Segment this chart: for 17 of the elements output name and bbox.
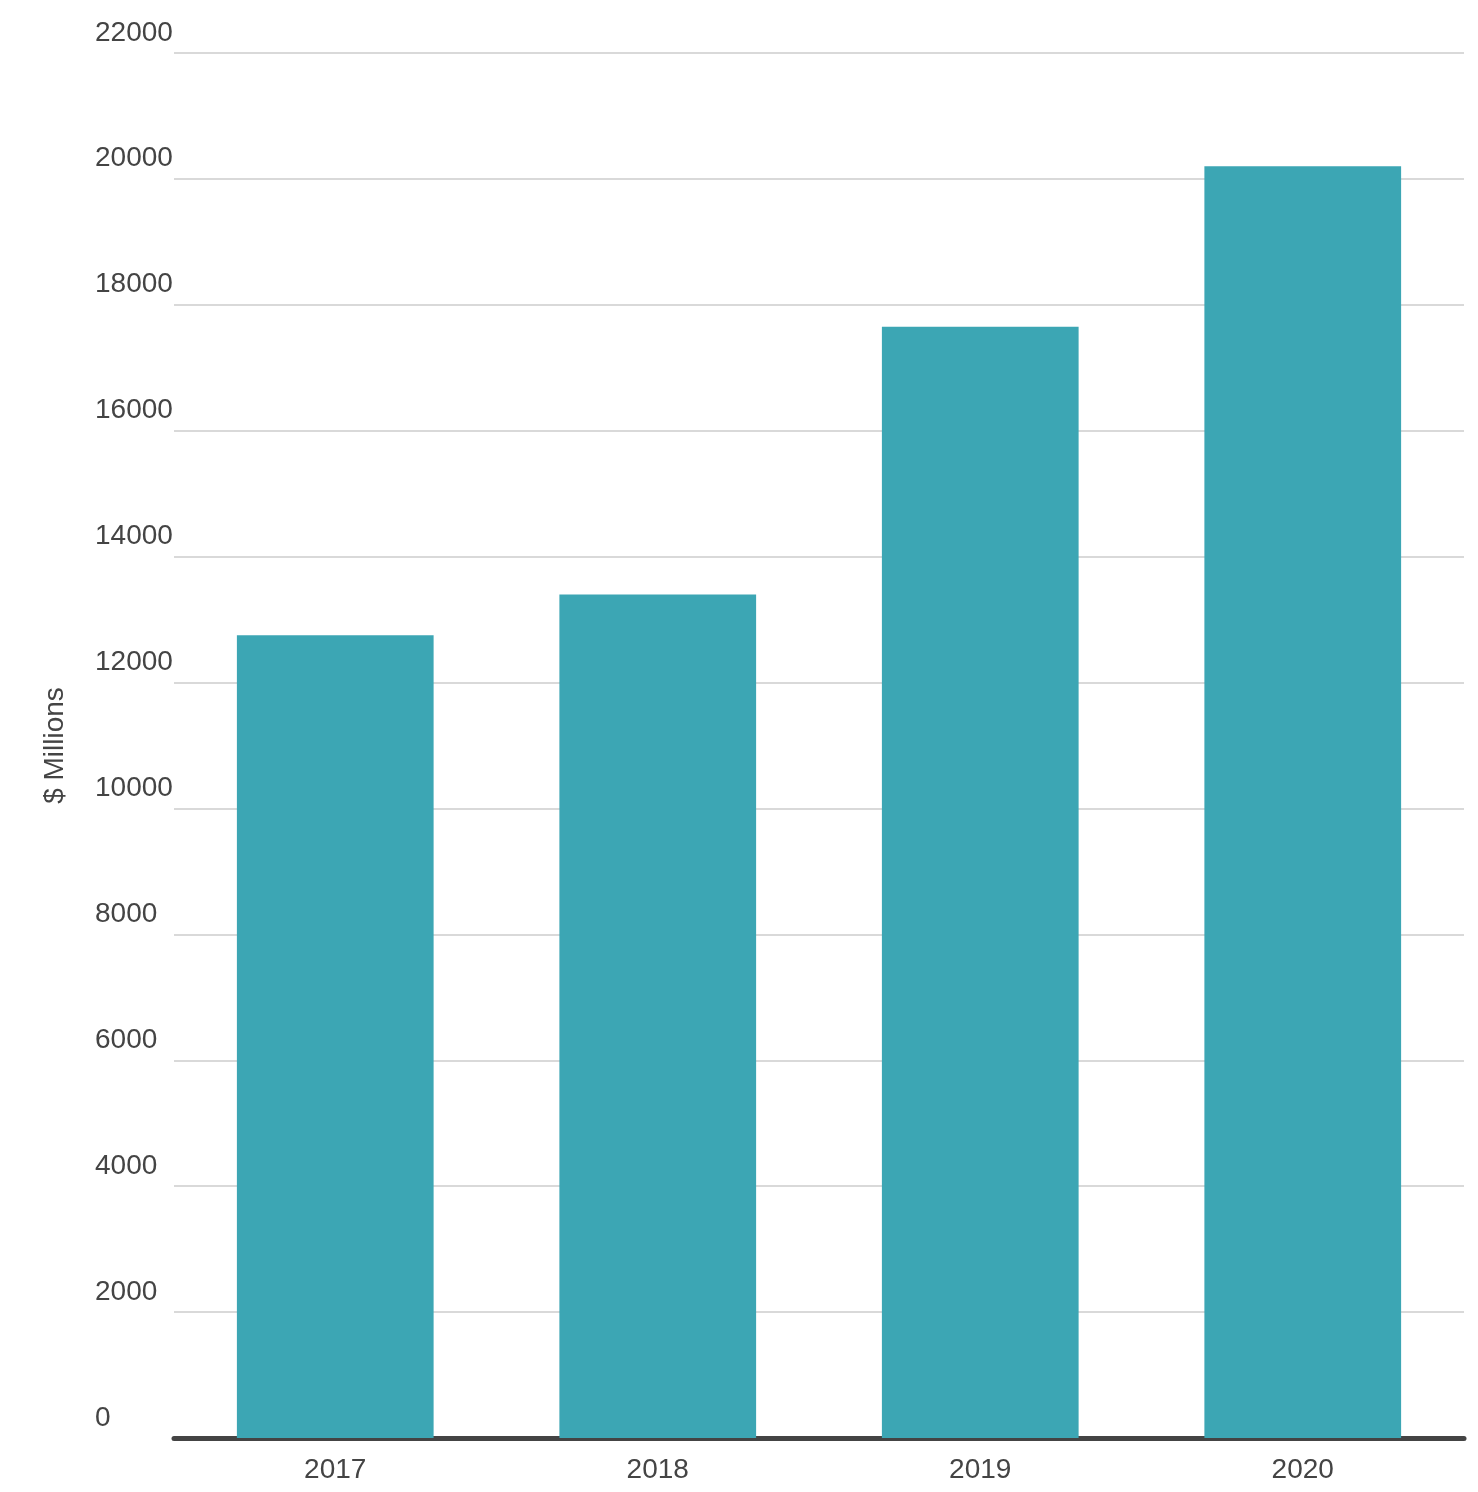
y-tick-label: 8000 <box>95 896 158 928</box>
x-tick-label: 2018 <box>626 1452 689 1484</box>
y-tick-label: 22000 <box>95 15 173 47</box>
x-tick-label: 2017 <box>304 1452 367 1484</box>
x-tick-label: 2020 <box>1271 1452 1334 1484</box>
x-tick-label: 2019 <box>949 1452 1012 1484</box>
y-tick-label: 10000 <box>95 770 173 802</box>
y-tick-label: 2000 <box>95 1274 158 1306</box>
y-tick-label: 0 <box>95 1400 111 1432</box>
y-tick-label: 16000 <box>95 393 173 425</box>
y-tick-label: 6000 <box>95 1022 158 1054</box>
y-tick-label: 20000 <box>95 141 173 173</box>
y-axis-title: $ Millions <box>37 687 69 804</box>
y-tick-label: 18000 <box>95 267 173 299</box>
y-tick-label: 12000 <box>95 645 173 677</box>
y-tick-label: 4000 <box>95 1148 158 1180</box>
y-tick-label: 14000 <box>95 519 173 551</box>
